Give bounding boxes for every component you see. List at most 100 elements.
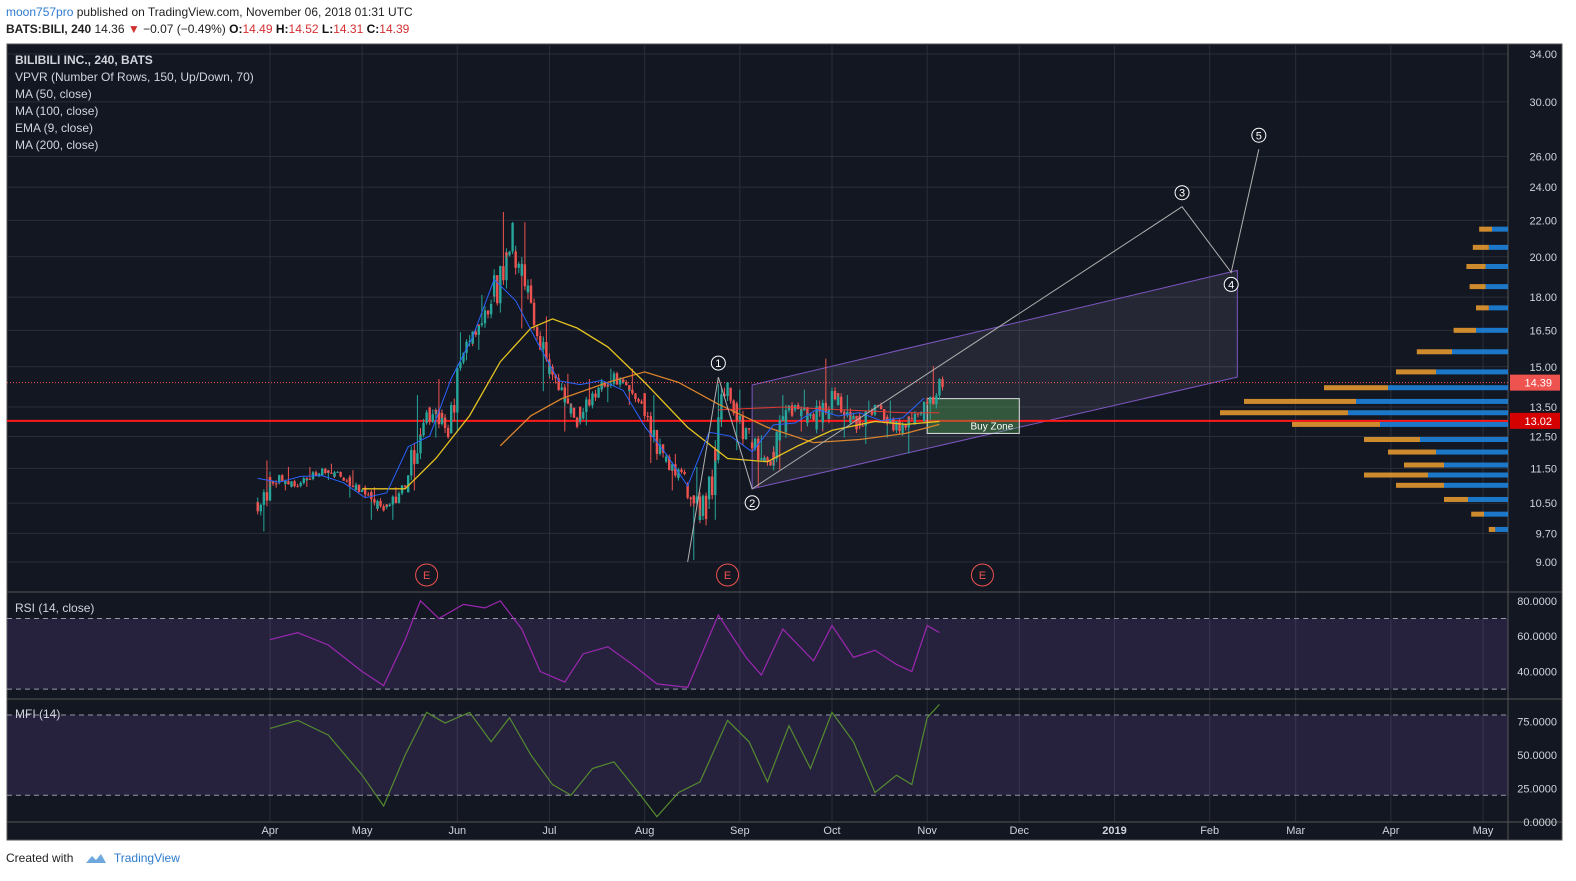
quote-line: BATS:BILI, 240 14.36 ▼ −0.07 (−0.49%) O:… xyxy=(6,21,413,38)
candle-body xyxy=(293,481,296,487)
candle-body xyxy=(499,284,502,304)
wave-marker-5[interactable] xyxy=(1251,127,1267,143)
vpvr-bar-down xyxy=(1396,369,1436,375)
candle-body xyxy=(434,409,438,411)
vpvr-bar-down xyxy=(1488,526,1496,532)
time-tick-label: Apr xyxy=(1382,825,1399,837)
time-tick-label: Sep xyxy=(730,825,750,837)
candle-body xyxy=(750,442,754,449)
candle-body xyxy=(671,464,674,471)
candle-body xyxy=(572,407,576,418)
candle-body xyxy=(311,477,315,480)
candle-body xyxy=(274,483,278,485)
earnings-marker[interactable] xyxy=(970,563,994,587)
price-tick-label: 20.00 xyxy=(1529,252,1557,264)
vpvr-bar-down xyxy=(1404,462,1444,468)
vpvr-bar-down xyxy=(1444,496,1468,502)
open-key: O: xyxy=(229,22,243,36)
candle-body xyxy=(929,397,932,404)
mfi-tick-label: 75.0000 xyxy=(1517,717,1557,729)
symbol-legend[interactable]: BILIBILI INC., 240, BATS xyxy=(15,53,153,67)
vpvr-bar-up xyxy=(1488,244,1508,250)
candle-body xyxy=(517,263,520,268)
wave-marker-1[interactable] xyxy=(710,355,726,371)
candle-body xyxy=(416,453,419,464)
candle-body xyxy=(652,429,656,437)
ma200-line xyxy=(718,406,940,414)
buy-zone-box[interactable] xyxy=(926,398,1020,434)
buy-zone-label: Buy Zone xyxy=(970,421,1013,432)
candle-body xyxy=(698,515,702,520)
indicator-legend-item[interactable]: EMA (9, close) xyxy=(15,121,93,135)
candle-body xyxy=(477,324,481,335)
candle-body xyxy=(440,412,444,418)
candle-body xyxy=(529,285,533,303)
candle-body xyxy=(643,403,646,416)
candle-body xyxy=(278,475,281,483)
candle-body xyxy=(849,419,852,423)
indicator-legend-item[interactable]: VPVR (Number Of Rows, 150, Up/Down, 70) xyxy=(15,70,254,84)
candle-body xyxy=(284,481,287,484)
candle-body xyxy=(425,412,428,423)
low-value: 14.31 xyxy=(333,22,364,36)
price-axis[interactable]: 34.00 30.00 26.00 24.00 22.00 20.00 18.00 16.50… xyxy=(1510,49,1560,569)
candle-body xyxy=(661,444,665,453)
author-link[interactable]: moon757pro xyxy=(6,5,74,19)
price-tick-label: 9.00 xyxy=(1536,557,1557,569)
candle-body xyxy=(729,399,732,401)
candle-body xyxy=(763,457,766,462)
candle-body xyxy=(505,252,508,256)
candle-body xyxy=(683,472,686,475)
wave-marker-3[interactable] xyxy=(1174,185,1190,201)
earnings-marker[interactable] xyxy=(716,563,740,587)
tradingview-link[interactable]: TradingView xyxy=(113,851,180,865)
indicator-legend-item[interactable]: MA (200, close) xyxy=(15,138,98,152)
earnings-marker[interactable] xyxy=(415,563,439,587)
candle-body xyxy=(873,404,877,415)
candle-body xyxy=(336,471,339,473)
wave-marker-2[interactable] xyxy=(744,495,760,511)
price-tick-label: 10.50 xyxy=(1529,498,1557,510)
candle-body xyxy=(735,403,738,421)
price-tick-label: 9.70 xyxy=(1536,528,1557,540)
indicator-legend-item[interactable]: MA (50, close) xyxy=(15,87,92,101)
candle-body xyxy=(760,458,763,460)
candle-body xyxy=(671,469,674,471)
candle-body xyxy=(443,417,447,428)
candle-body xyxy=(689,497,692,500)
indicator-legend-item[interactable]: MA (100, close) xyxy=(15,104,98,118)
price-tick-label: 18.00 xyxy=(1529,292,1557,304)
vpvr-bar-up xyxy=(1476,327,1508,333)
candle-body xyxy=(612,373,616,375)
created-with-label: Created with xyxy=(6,851,74,865)
wave-marker-4[interactable] xyxy=(1223,276,1239,292)
candle-body xyxy=(268,477,272,501)
candle-body xyxy=(895,420,898,431)
candle-body xyxy=(711,476,714,496)
candle-body xyxy=(299,483,302,485)
candle-body xyxy=(262,496,266,505)
rsi-title[interactable]: RSI (14, close) xyxy=(15,601,94,615)
candle-body xyxy=(557,381,560,390)
candle-body xyxy=(480,323,484,326)
mfi-title[interactable]: MFI (14) xyxy=(15,707,60,721)
candle-body xyxy=(502,266,505,281)
candle-body xyxy=(397,493,401,497)
candle-body xyxy=(597,387,600,398)
parallel-channel[interactable] xyxy=(751,269,1238,490)
candle-body xyxy=(621,379,625,383)
time-tick-label: Apr xyxy=(261,825,278,837)
candle-body xyxy=(643,393,646,404)
candle-body xyxy=(677,469,680,478)
candle-body xyxy=(628,385,631,391)
rsi-tick-label: 80.0000 xyxy=(1517,596,1557,608)
candle-body xyxy=(268,477,272,482)
candle-body xyxy=(695,496,699,504)
candle-body xyxy=(483,314,487,324)
candle-body xyxy=(474,331,477,335)
candle-body xyxy=(578,406,582,422)
candle-body xyxy=(532,302,536,326)
time-axis[interactable]: Apr May Jun Jul Aug Sep Oct Nov Dec 2019 Feb Mar Apr… xyxy=(261,825,1493,837)
candle-body xyxy=(330,472,333,474)
